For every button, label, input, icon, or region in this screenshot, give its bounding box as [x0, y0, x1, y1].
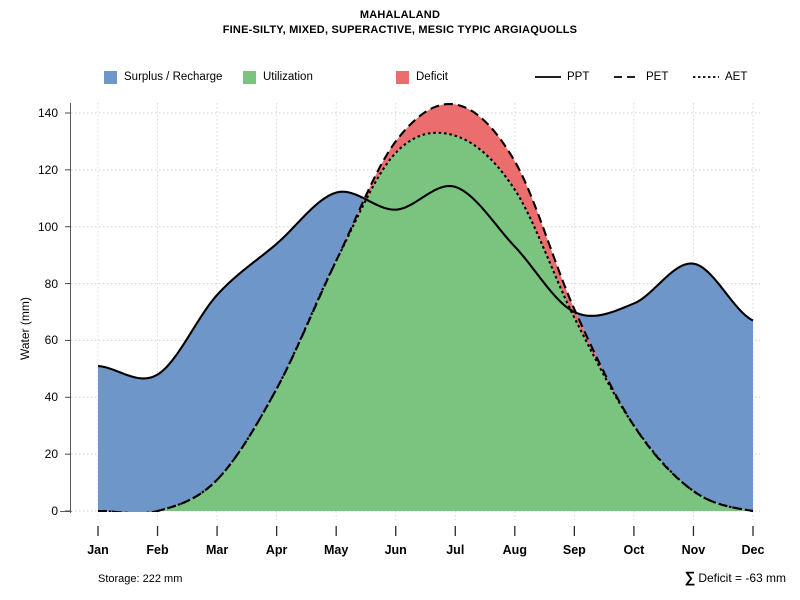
- y-tick-label: 60: [44, 333, 58, 348]
- solid-line-icon: [535, 71, 561, 83]
- deficit-annotation: ∑ Deficit = -63 mm: [684, 569, 786, 586]
- x-tick-label-nov: Nov: [681, 543, 706, 557]
- dotted-line-icon: [693, 71, 719, 83]
- sigma-icon: ∑: [684, 569, 696, 586]
- chart-legend: Surplus / Recharge Utilization Deficit P…: [0, 68, 800, 88]
- legend-label-deficit: Deficit: [416, 71, 448, 83]
- x-tick-label-dec: Dec: [741, 543, 765, 557]
- y-tick-marks: [65, 112, 71, 512]
- deficit-swatch-icon: [396, 70, 409, 84]
- x-tick-label-may: May: [324, 543, 349, 557]
- legend-label-ppt: PPT: [567, 71, 590, 83]
- x-tick-label-jun: Jun: [384, 543, 407, 557]
- y-axis-spine: [70, 103, 71, 513]
- legend-item-ppt: PPT: [535, 68, 589, 86]
- x-tick-label-apr: Apr: [265, 543, 288, 557]
- legend-label-utilization: Utilization: [263, 71, 313, 83]
- x-tick-label-mar: Mar: [205, 543, 229, 557]
- legend-label-pet: PET: [646, 71, 669, 83]
- legend-item-surplus-recharge: Surplus / Recharge: [104, 68, 222, 86]
- chart-title-line2: FINE-SILTY, MIXED, SUPERACTIVE, MESIC TY…: [222, 24, 578, 36]
- x-tick-label-jul: Jul: [446, 543, 465, 557]
- y-tick-label: 120: [37, 162, 58, 177]
- x-tick-label-aug: Aug: [502, 543, 527, 557]
- utilization-area: [159, 132, 752, 511]
- ppt-curve: [97, 184, 754, 380]
- surplus-recharge-swatch-icon: [104, 70, 117, 84]
- y-tick-label: 100: [37, 219, 58, 234]
- y-tick-label: 20: [44, 447, 58, 462]
- x-tick-label-sep: Sep: [562, 543, 586, 557]
- legend-label-surplus-recharge: Surplus / Recharge: [124, 71, 223, 83]
- x-tick-label-feb: Feb: [146, 543, 169, 557]
- x-tick-label-jan: Jan: [87, 543, 109, 557]
- dashed-line-icon: [614, 71, 640, 83]
- chart-title-line1: MAHALALAND: [359, 9, 441, 21]
- deficit-annotation-text: Deficit = -63 mm: [698, 571, 786, 585]
- y-tick-label: 0: [51, 504, 58, 518]
- legend-item-deficit: Deficit: [396, 68, 448, 86]
- y-tick-label: 40: [44, 390, 58, 405]
- x-tick-label-oct: Oct: [623, 543, 645, 557]
- surplus-recharge-area: [98, 191, 753, 512]
- utilization-swatch-icon: [243, 70, 256, 84]
- y-tick-label: 80: [44, 276, 58, 291]
- y-tick-label: 140: [37, 106, 58, 120]
- legend-item-utilization: Utilization: [243, 68, 313, 86]
- x-tick-marks: [97, 526, 754, 536]
- legend-label-aet: AET: [725, 71, 748, 83]
- chart-title: MAHALALAND FINE-SILTY, MIXED, SUPERACTIV…: [0, 8, 800, 38]
- aet-curve: [97, 131, 754, 512]
- storage-annotation: Storage: 222 mm: [98, 573, 183, 585]
- legend-item-pet: PET: [614, 68, 668, 86]
- legend-item-aet: AET: [693, 68, 747, 86]
